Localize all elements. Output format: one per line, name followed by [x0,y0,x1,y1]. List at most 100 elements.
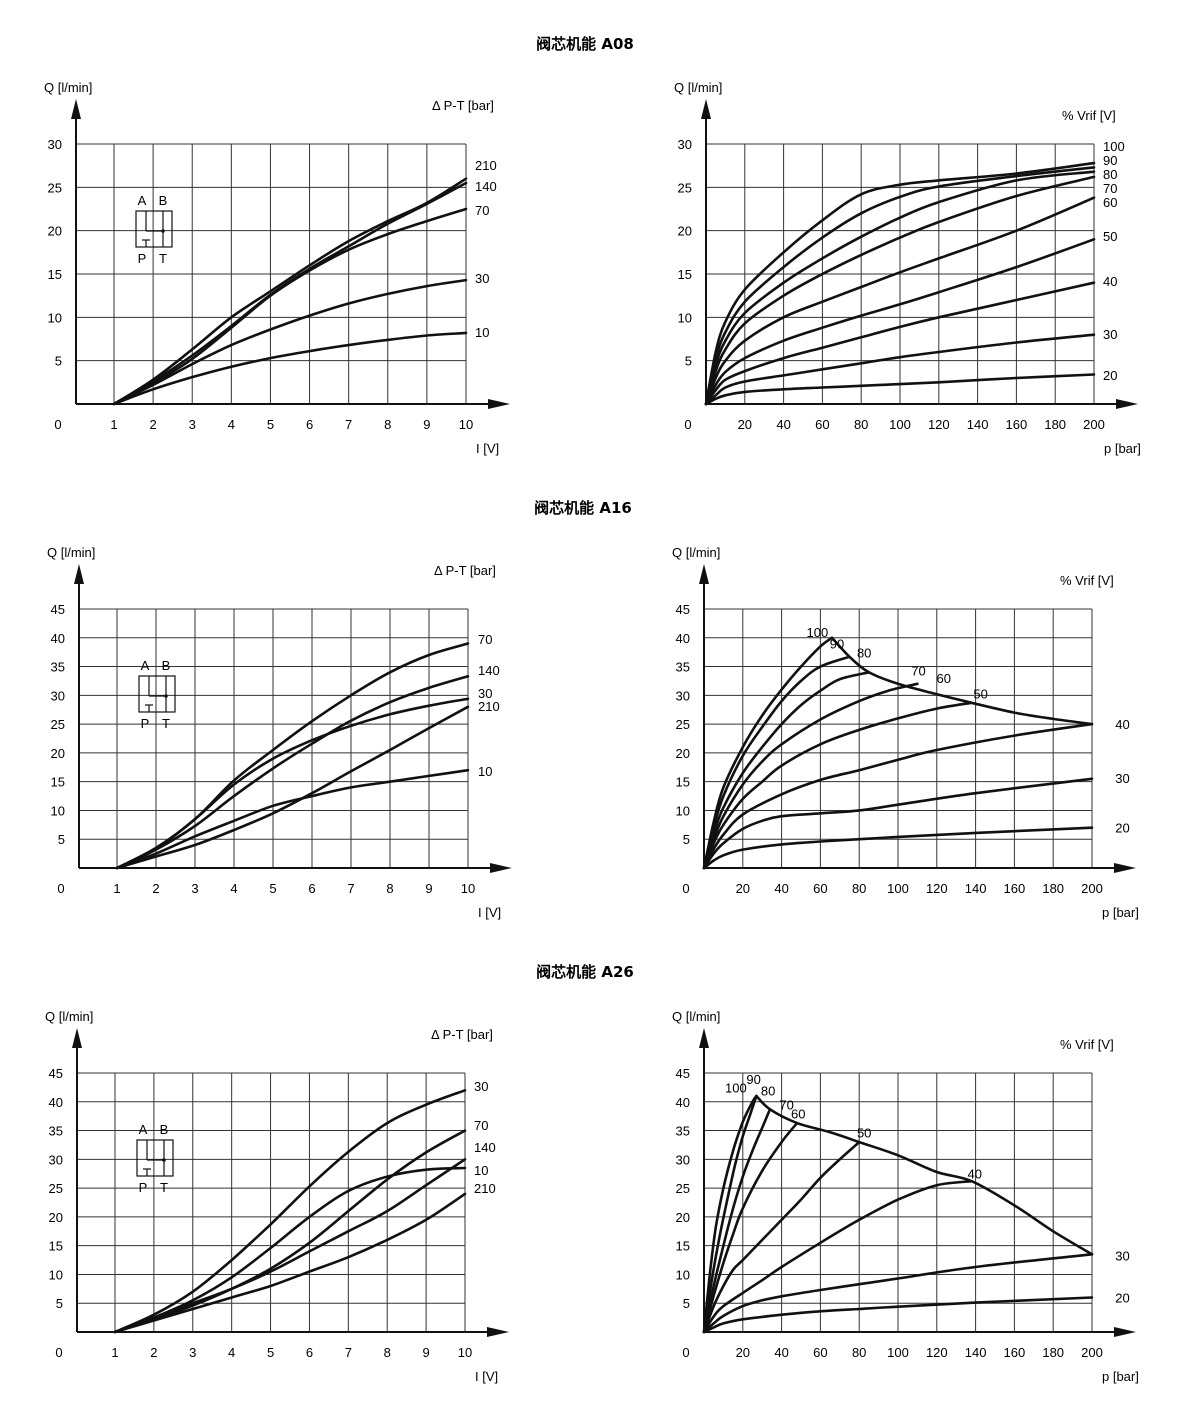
valve-symbol-icon: A B P T [138,658,176,731]
y-axis-label: Q [l/min] [47,545,95,560]
y-tick-label: 15 [678,267,692,282]
x-axis-arrow [1114,1327,1136,1337]
series-label: 20 [1115,821,1129,836]
origin-label: 0 [682,1345,689,1360]
y-tick-label: 5 [55,354,62,369]
series-label: 100 [725,1080,747,1095]
x-tick-label: 140 [967,417,989,432]
x-tick-label: 40 [774,1345,788,1360]
chart-4: Q [l/min] p [bar] % Vrif [V] 5 10 15 20 25 30 35 4… [672,545,1139,920]
series-label: 20 [1103,368,1117,383]
x-axis-arrow [1114,863,1136,873]
x-axis-arrow [1116,399,1138,409]
series-line-50 [702,1179,973,1334]
series-label: 10 [478,764,492,779]
y-tick-label: 20 [48,224,62,239]
x-tick-label: 100 [887,881,909,896]
y-tick-label: 25 [678,180,692,195]
y-tick-label: 45 [51,602,65,617]
series-line-100 [702,636,834,870]
x-tick-label: 1 [113,881,120,896]
series-line-limit [755,1094,1094,1256]
x-tick-label: 60 [813,1345,827,1360]
x-tick-label: 40 [774,881,788,896]
valve-symbol-icon: A B P T [135,193,173,266]
y-tick-label: 35 [676,660,690,675]
y-tick-label: 20 [51,746,65,761]
series-label: 40 [968,1167,982,1182]
series-label: 60 [937,671,951,686]
x-tick-label: 8 [384,1345,391,1360]
series-label: 30 [1115,1248,1129,1263]
series-label: 70 [475,203,489,218]
x-tick-label: 140 [965,1345,987,1360]
section-title: 阀芯机能 A16 [534,499,632,517]
series-label: 30 [475,271,489,286]
x-tick-label: 100 [889,417,911,432]
chart-6: Q [l/min] p [bar] % Vrif [V] 5 10 15 20 25 30 35 4… [672,1009,1139,1384]
series-line-80 [702,1108,772,1334]
series-line-210 [112,177,468,406]
x-axis-label: I [V] [475,1369,498,1384]
series-line-140 [115,675,470,870]
series-label: 80 [857,646,871,661]
x-tick-label: 6 [306,417,313,432]
chart-1: Q [l/min] I [V] Δ P-T [bar] 5 10 15 20 25 30 1 2 3 4… [44,80,510,456]
x-tick-label: 5 [267,1345,274,1360]
grid [703,608,1093,869]
series-label: 10 [475,325,489,340]
series-label: 210 [475,158,497,173]
x-tick-label: 7 [347,881,354,896]
symbol-label-b: B [162,658,171,673]
y-tick-label: 25 [51,717,65,732]
y-tick-label: 5 [683,1296,690,1311]
y-tick-label: 5 [58,832,65,847]
series-line-limit [830,636,1094,726]
x-tick-label: 20 [736,881,750,896]
x-tick-label: 120 [926,1345,948,1360]
x-tick-label: 9 [425,881,432,896]
series-label: 70 [1103,181,1117,196]
chart-3: Q [l/min]I [V]Δ P-T [bar]510152025303540… [47,545,512,920]
x-tick-label: 10 [458,1345,472,1360]
series-line-60 [702,701,973,870]
y-tick-label: 35 [49,1124,63,1139]
x-tick-label: 80 [854,417,868,432]
x-axis-label: p [bar] [1102,905,1139,920]
x-axis-label: I [V] [478,905,501,920]
series-label: 140 [474,1140,496,1155]
x-tick-label: 160 [1004,1345,1026,1360]
x-axis-arrow [488,399,510,409]
series-line-30 [112,278,468,406]
series-line-140 [113,1129,467,1334]
series-line-10 [112,331,468,406]
y-tick-label: 40 [51,631,65,646]
x-tick-label: 180 [1042,1345,1064,1360]
chart-2: Q [l/min] p [bar] % Vrif [V] 5 10 15 20 25 30 20 4… [674,80,1141,456]
y-tick-label: 20 [676,746,690,761]
x-tick-label: 20 [736,1345,750,1360]
x-tick-label: 200 [1081,881,1103,896]
x-tick-label: 7 [345,1345,352,1360]
symbol-label-a: A [141,658,150,673]
y-tick-label: 5 [683,832,690,847]
series-line-50 [702,722,1094,870]
grid [77,1072,466,1333]
series-label: 90 [1103,153,1117,168]
y-tick-label: 15 [51,775,65,790]
legend-title: Δ P-T [bar] [431,1027,493,1042]
symbol-label-t: T [160,1180,168,1195]
series-label: 90 [830,637,844,652]
symbol-label-p: P [138,251,147,266]
legend-title: % Vrif [V] [1060,573,1114,588]
y-tick-label: 15 [48,267,62,282]
x-tick-label: 6 [306,1345,313,1360]
series-label: 60 [1103,195,1117,210]
x-tick-label: 160 [1004,881,1026,896]
series-label: 80 [1103,167,1117,182]
y-axis-arrow [701,99,711,119]
symbol-label-t: T [162,716,170,731]
series-label: 40 [1115,717,1129,732]
series-line-40 [704,281,1096,406]
